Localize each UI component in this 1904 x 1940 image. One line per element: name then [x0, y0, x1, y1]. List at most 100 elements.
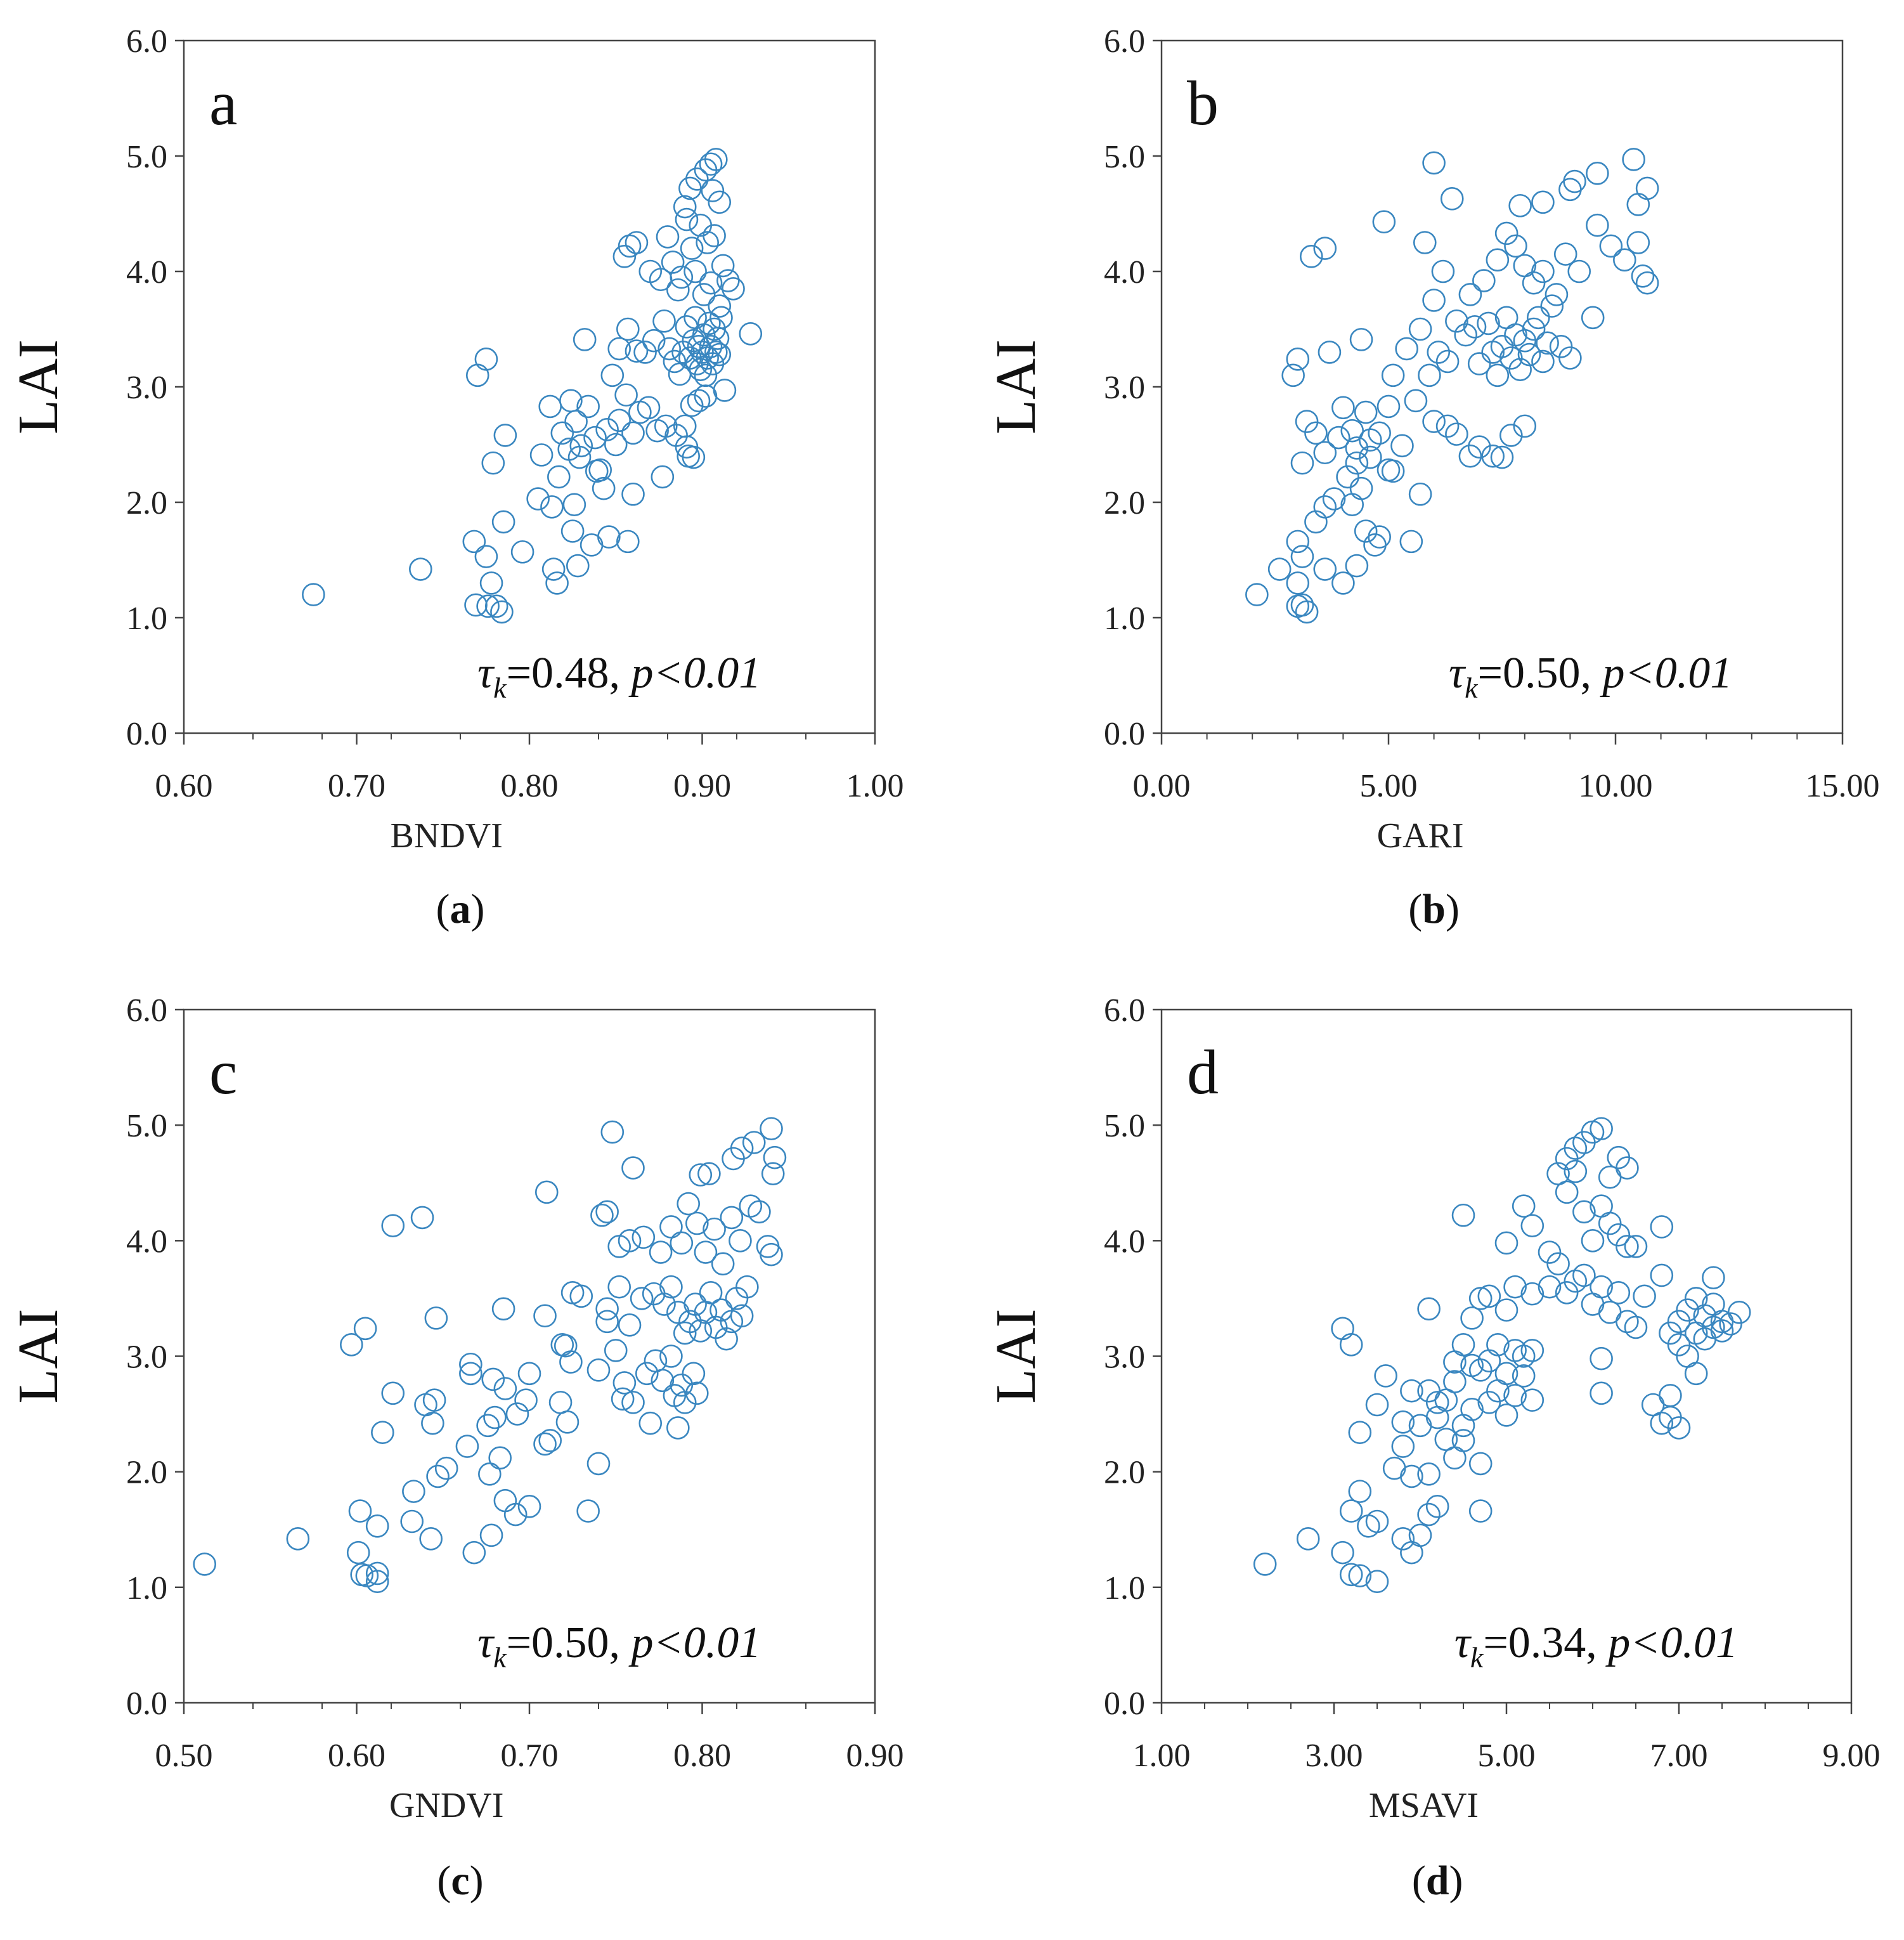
scatter-point	[611, 1387, 635, 1411]
scatter-point	[1368, 421, 1391, 445]
scatter-point	[697, 1162, 721, 1185]
y-axis-title: LAI	[985, 339, 1047, 434]
scatter-point	[1417, 1462, 1441, 1486]
scatter-point	[1313, 441, 1337, 465]
scatter-point	[1331, 1317, 1354, 1341]
y-tick-label: 0.0	[1104, 1686, 1145, 1722]
scatter-point	[340, 1332, 363, 1357]
scatter-point	[1563, 169, 1586, 193]
scatter-point	[493, 1488, 517, 1513]
scatter-point	[421, 1411, 444, 1435]
y-tick-label: 6.0	[1104, 23, 1145, 60]
scatter-point	[1590, 1381, 1613, 1405]
scatter-point	[1468, 1287, 1493, 1310]
scatter-point	[720, 1206, 744, 1230]
scatter-point	[1607, 1281, 1631, 1305]
scatter-point	[286, 1527, 310, 1551]
scatter-point	[455, 1435, 479, 1458]
kendall-tau-annotation: τk=0.50, p<0.01	[1449, 649, 1732, 704]
scatter-point	[699, 271, 723, 295]
scatter-point	[683, 259, 707, 283]
scatter-point	[371, 1421, 394, 1445]
scatter-points	[302, 148, 763, 624]
caption-letter: a	[450, 886, 471, 932]
scatter-point	[1727, 1300, 1751, 1324]
scatter-point	[694, 1240, 718, 1264]
scatter-point	[510, 540, 534, 564]
x-tick-label: 0.70	[501, 1738, 559, 1774]
scatter-point	[302, 583, 325, 606]
scatter-point	[1626, 231, 1650, 254]
scatter-point	[1650, 1215, 1674, 1239]
y-tick-label: 5.0	[126, 1108, 167, 1144]
scatter-point	[576, 1499, 600, 1523]
scatter-point	[586, 1452, 611, 1476]
scatter-point	[560, 519, 585, 543]
scatter-point	[708, 342, 732, 367]
scatter-point	[459, 1352, 482, 1376]
scatter-point	[735, 1275, 759, 1299]
scatter-point	[1286, 348, 1310, 371]
scatter-point	[673, 1321, 697, 1345]
scatter-point	[683, 306, 707, 330]
scatter-point	[1408, 1523, 1432, 1547]
scatter-point	[730, 1304, 754, 1328]
scatter-point	[607, 408, 631, 433]
scatter-point	[1322, 487, 1346, 511]
scatter-point	[409, 557, 432, 581]
x-tick-label: 0.00	[1133, 768, 1191, 804]
scatter-point	[488, 1446, 512, 1470]
kendall-tau-annotation: τk=0.48, p<0.01	[477, 649, 761, 704]
y-axis-title: LAI	[7, 339, 70, 434]
scatter-point	[410, 1206, 434, 1230]
scatter-point	[652, 309, 676, 333]
scatter-point	[1581, 1229, 1605, 1253]
scatter-point	[1499, 346, 1523, 370]
scatter-point	[614, 383, 638, 407]
scatter-point	[612, 1371, 637, 1395]
scatter-point	[703, 317, 726, 341]
scatter-point	[481, 451, 505, 475]
scatter-point	[583, 426, 607, 450]
scatter-point	[701, 179, 725, 202]
scatter-point	[1418, 363, 1441, 387]
scatter-point	[642, 329, 666, 353]
scatter-point	[628, 400, 652, 424]
scatter-point	[1365, 1393, 1389, 1417]
scatter-point	[1425, 1495, 1449, 1518]
scatter-point	[689, 213, 713, 237]
scatter-point	[1586, 213, 1609, 237]
scatter-point	[680, 237, 704, 260]
tau-subscript: k	[1470, 1641, 1484, 1674]
scatter-point	[564, 410, 588, 433]
scatter-point	[1422, 151, 1446, 175]
scatter-point	[365, 1570, 389, 1594]
scatter-point	[567, 445, 592, 469]
scatter-point	[1340, 419, 1364, 443]
panel-letter: b	[1187, 68, 1219, 138]
scatter-point	[1357, 1514, 1380, 1538]
scatter-point	[1702, 1266, 1725, 1289]
scatter-point	[1477, 1284, 1501, 1308]
scatter-point	[484, 594, 508, 618]
scatter-point	[1391, 1527, 1415, 1551]
scatter-point	[1513, 329, 1537, 353]
y-tick-label: 6.0	[126, 993, 167, 1029]
y-tick-label: 4.0	[126, 254, 167, 290]
scatter-point	[708, 294, 732, 318]
x-tick-label: 0.60	[328, 1738, 385, 1774]
scatter-point	[541, 557, 566, 581]
scatter-point	[1631, 264, 1655, 288]
scatter-point	[517, 1495, 541, 1518]
caption-open-paren: (	[437, 1858, 451, 1904]
scatter-point	[559, 1350, 583, 1374]
scatter-point	[548, 1391, 573, 1414]
y-tick-label: 3.0	[126, 1339, 167, 1376]
scatter-point	[434, 1456, 458, 1480]
scatter-point	[1331, 1540, 1354, 1565]
scatter-point	[1490, 445, 1514, 469]
panel-caption: (a)	[436, 886, 485, 932]
scatter-point	[1477, 1391, 1501, 1414]
scatter-point	[616, 317, 640, 341]
scatter-point	[1313, 557, 1337, 581]
